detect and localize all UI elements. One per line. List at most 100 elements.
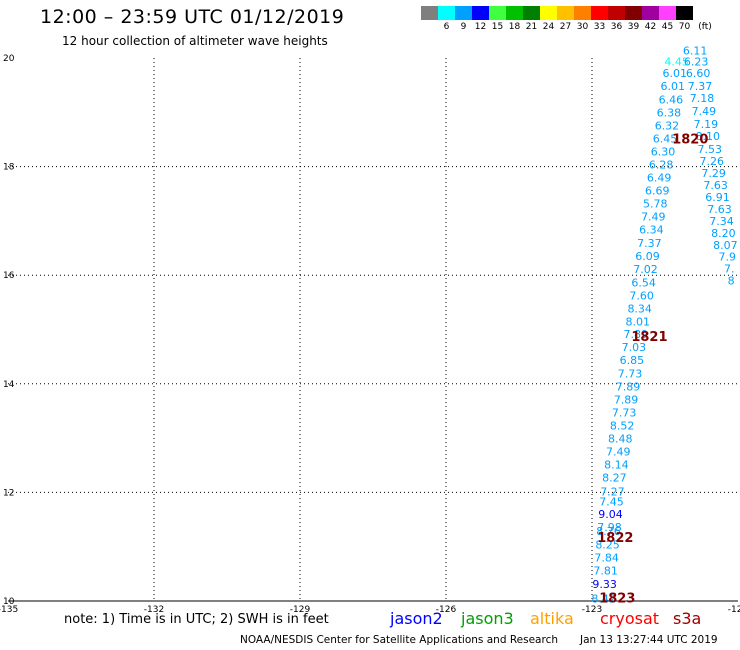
colorbar-swatch [455,6,472,20]
y-tick-label: 16 [3,271,15,281]
wave-height-point: 6.09 [635,250,660,263]
wave-height-point: 8 [728,275,735,288]
wave-height-point: 5.78 [643,198,668,211]
generated-timestamp: Jan 13 13:27:44 UTC 2019 [580,634,718,646]
wave-height-point: 8.25 [595,539,620,552]
wave-height-point: 7.73 [618,367,643,380]
colorbar-label: 18 [508,22,521,32]
wave-height-point: 8.48 [608,433,633,446]
colorbar-swatch [506,6,523,20]
wave-height-point: 7.37 [637,237,662,250]
colorbar-label: 42 [644,22,657,32]
colorbar-label: 12 [474,22,487,32]
wave-height-point: 7.89 [624,328,649,341]
colorbar-label: 9 [460,22,467,32]
wave-height-point: 7.18 [690,92,715,105]
wave-height-point: 7.53 [698,143,723,156]
wave-height-point: 7.26 [699,155,724,168]
wave-height-point: 7.45 [599,496,624,509]
grid-lines [8,58,738,602]
x-tick-label: -132 [144,605,164,615]
wave-height-point: 7.89 [614,394,639,407]
wave-height-point: 7.49 [692,105,717,118]
wave-height-point: 6.34 [639,224,664,237]
y-tick-label: 20 [3,54,15,64]
wave-height-point: 7.27 [600,485,625,498]
wave-height-point: 7.49 [606,446,631,459]
colorbar-label: 21 [525,22,538,32]
colorbar-label: 33 [593,22,606,32]
wave-height-point: 6.69 [645,184,670,197]
wave-height-point: 6.60 [686,67,711,80]
time-labels: 1823182218211820123912 [597,132,708,607]
colorbar-swatch [557,6,574,20]
wave-height-point: 8.07 [713,239,738,252]
wave-height-point: 7.19 [694,118,719,131]
credit-line: NOAA/NESDIS Center for Satellite Applica… [240,634,558,646]
wave-height-point: 6.23 [684,55,709,68]
wave-height-point: 6.46 [659,93,684,106]
wave-height-point: 8.76 [596,525,621,538]
colorbar-swatch [438,6,455,20]
y-tick-label: 10 [3,597,15,607]
wave-height-point: 7.29 [701,167,726,180]
wave-height-point: 7.89 [616,381,641,394]
x-tick-label: -126 [436,605,457,615]
colorbar-swatch [676,6,693,20]
y-tick-label: 12 [3,488,14,498]
colorbar-label: 36 [610,22,623,32]
wave-height-point: 8.01 [625,315,650,328]
wave-height-point: 7.84 [594,552,619,565]
wave-height-point: 8.42 [591,592,616,605]
wave-height-point: 6.45 [653,132,678,145]
colorbar-label: 45 [661,22,674,32]
wave-height-point: 7.9 [719,251,737,264]
wave-height-point: 6.28 [649,158,674,171]
wave-height-point: 7.37 [688,80,713,93]
colorbar-swatch [489,6,506,20]
chart-title: 12:00 – 23:59 UTC 01/12/2019 [40,6,345,28]
wave-height-point: 8.20 [711,227,736,240]
colorbar-swatch [608,6,625,20]
wave-height-point: 6.54 [631,276,656,289]
wave-height-point: 6.32 [655,119,680,132]
colorbar-swatch [421,6,438,20]
wave-height-point: 8.34 [627,302,652,315]
legend-jason3: jason3 [461,609,514,628]
wave-height-point: 7.73 [612,407,637,420]
time-label: 1823 [599,592,635,607]
axis-ticks: -135-132-129-126-123-120101214161820 [0,54,740,615]
wave-height-point: 6.11 [683,44,708,57]
wave-height-point: 6.49 [647,171,672,184]
wave-height-point: 6.38 [657,106,682,119]
wave-height-point: 7.02 [633,263,658,276]
colorbar-label: 70 [678,22,691,32]
wave-height-point: 7.98 [597,521,622,534]
wave-height-point: 7.63 [707,203,732,216]
colorbar-label: 27 [559,22,572,32]
legend-altika: altika [530,609,574,628]
colorbar-swatch [659,6,676,20]
footnote: note: 1) Time is in UTC; 2) SWH is in fe… [64,612,329,627]
wave-height-point: 4.45 [664,55,689,68]
legend-jason2: jason2 [390,609,443,628]
wave-height-point: 7.49 [641,211,666,224]
wave-height-point: 8.27 [602,472,627,485]
wave-height-point: 8.14 [604,459,629,472]
y-tick-label: 14 [3,380,15,390]
x-tick-label: -123 [582,605,602,615]
data-points: 8.429.337.817.848.258.767.989.047.457.27… [591,44,737,605]
wave-height-point: 6.30 [651,145,676,158]
wave-height-point: 7. [724,263,735,276]
x-tick-label: -135 [0,605,18,615]
colorbar-label: 15 [491,22,504,32]
legend-cryosat: cryosat [600,609,660,628]
colorbar-label: 24 [542,22,555,32]
colorbar-swatch [625,6,642,20]
wave-height-point: 7.34 [709,215,734,228]
wave-height-point: 7.63 [703,179,728,192]
wave-height-point: 6.01 [661,80,686,93]
colorbar-label: 6 [443,22,450,32]
wave-height-point: 9.04 [598,508,623,521]
